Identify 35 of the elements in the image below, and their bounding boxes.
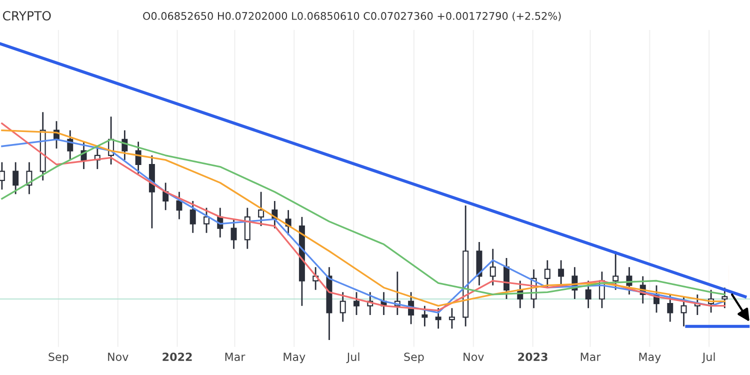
candlestick	[585, 280, 592, 309]
candlestick	[448, 307, 455, 330]
candlestick	[435, 307, 442, 330]
x-tick-label: 2022	[162, 352, 192, 362]
candlestick	[204, 207, 210, 234]
candlestick	[354, 291, 360, 316]
x-tick-label: Jul	[346, 352, 360, 364]
candlestick	[244, 207, 250, 250]
candlestick	[258, 191, 264, 227]
x-tick-label: Mar	[580, 352, 601, 362]
candlestick	[190, 200, 196, 234]
candlestick	[230, 218, 237, 250]
text: O0.06852650 H0.07202000 L0.06850610 C0.07027360 +0.00172790 (+2.52%)	[143, 12, 561, 22]
candlestick	[722, 286, 728, 309]
x-tick-label: 2023	[518, 352, 548, 362]
candlestick	[490, 248, 496, 286]
candlestick	[612, 250, 619, 291]
chart-title: CRYPTO	[2, 11, 51, 20]
x-tick-label: Mar	[225, 352, 246, 362]
candlestick	[667, 294, 674, 322]
candlestick	[680, 296, 687, 328]
candlestick	[422, 305, 428, 328]
x-tick-label: May	[639, 352, 661, 364]
candlestick	[176, 191, 182, 220]
x-tick-label: Sep	[404, 352, 424, 364]
candlestick	[558, 260, 564, 286]
x-tick-label: Nov	[108, 352, 128, 362]
x-tick-label: Sep	[48, 352, 68, 364]
candlestick	[12, 162, 19, 195]
candlestick	[544, 260, 550, 288]
x-tick-label: Jul	[702, 352, 715, 364]
x-tick-label: May	[284, 352, 306, 364]
x-tick-label: Nov	[464, 352, 484, 362]
candlestick	[340, 291, 346, 322]
candlestick	[0, 162, 5, 190]
